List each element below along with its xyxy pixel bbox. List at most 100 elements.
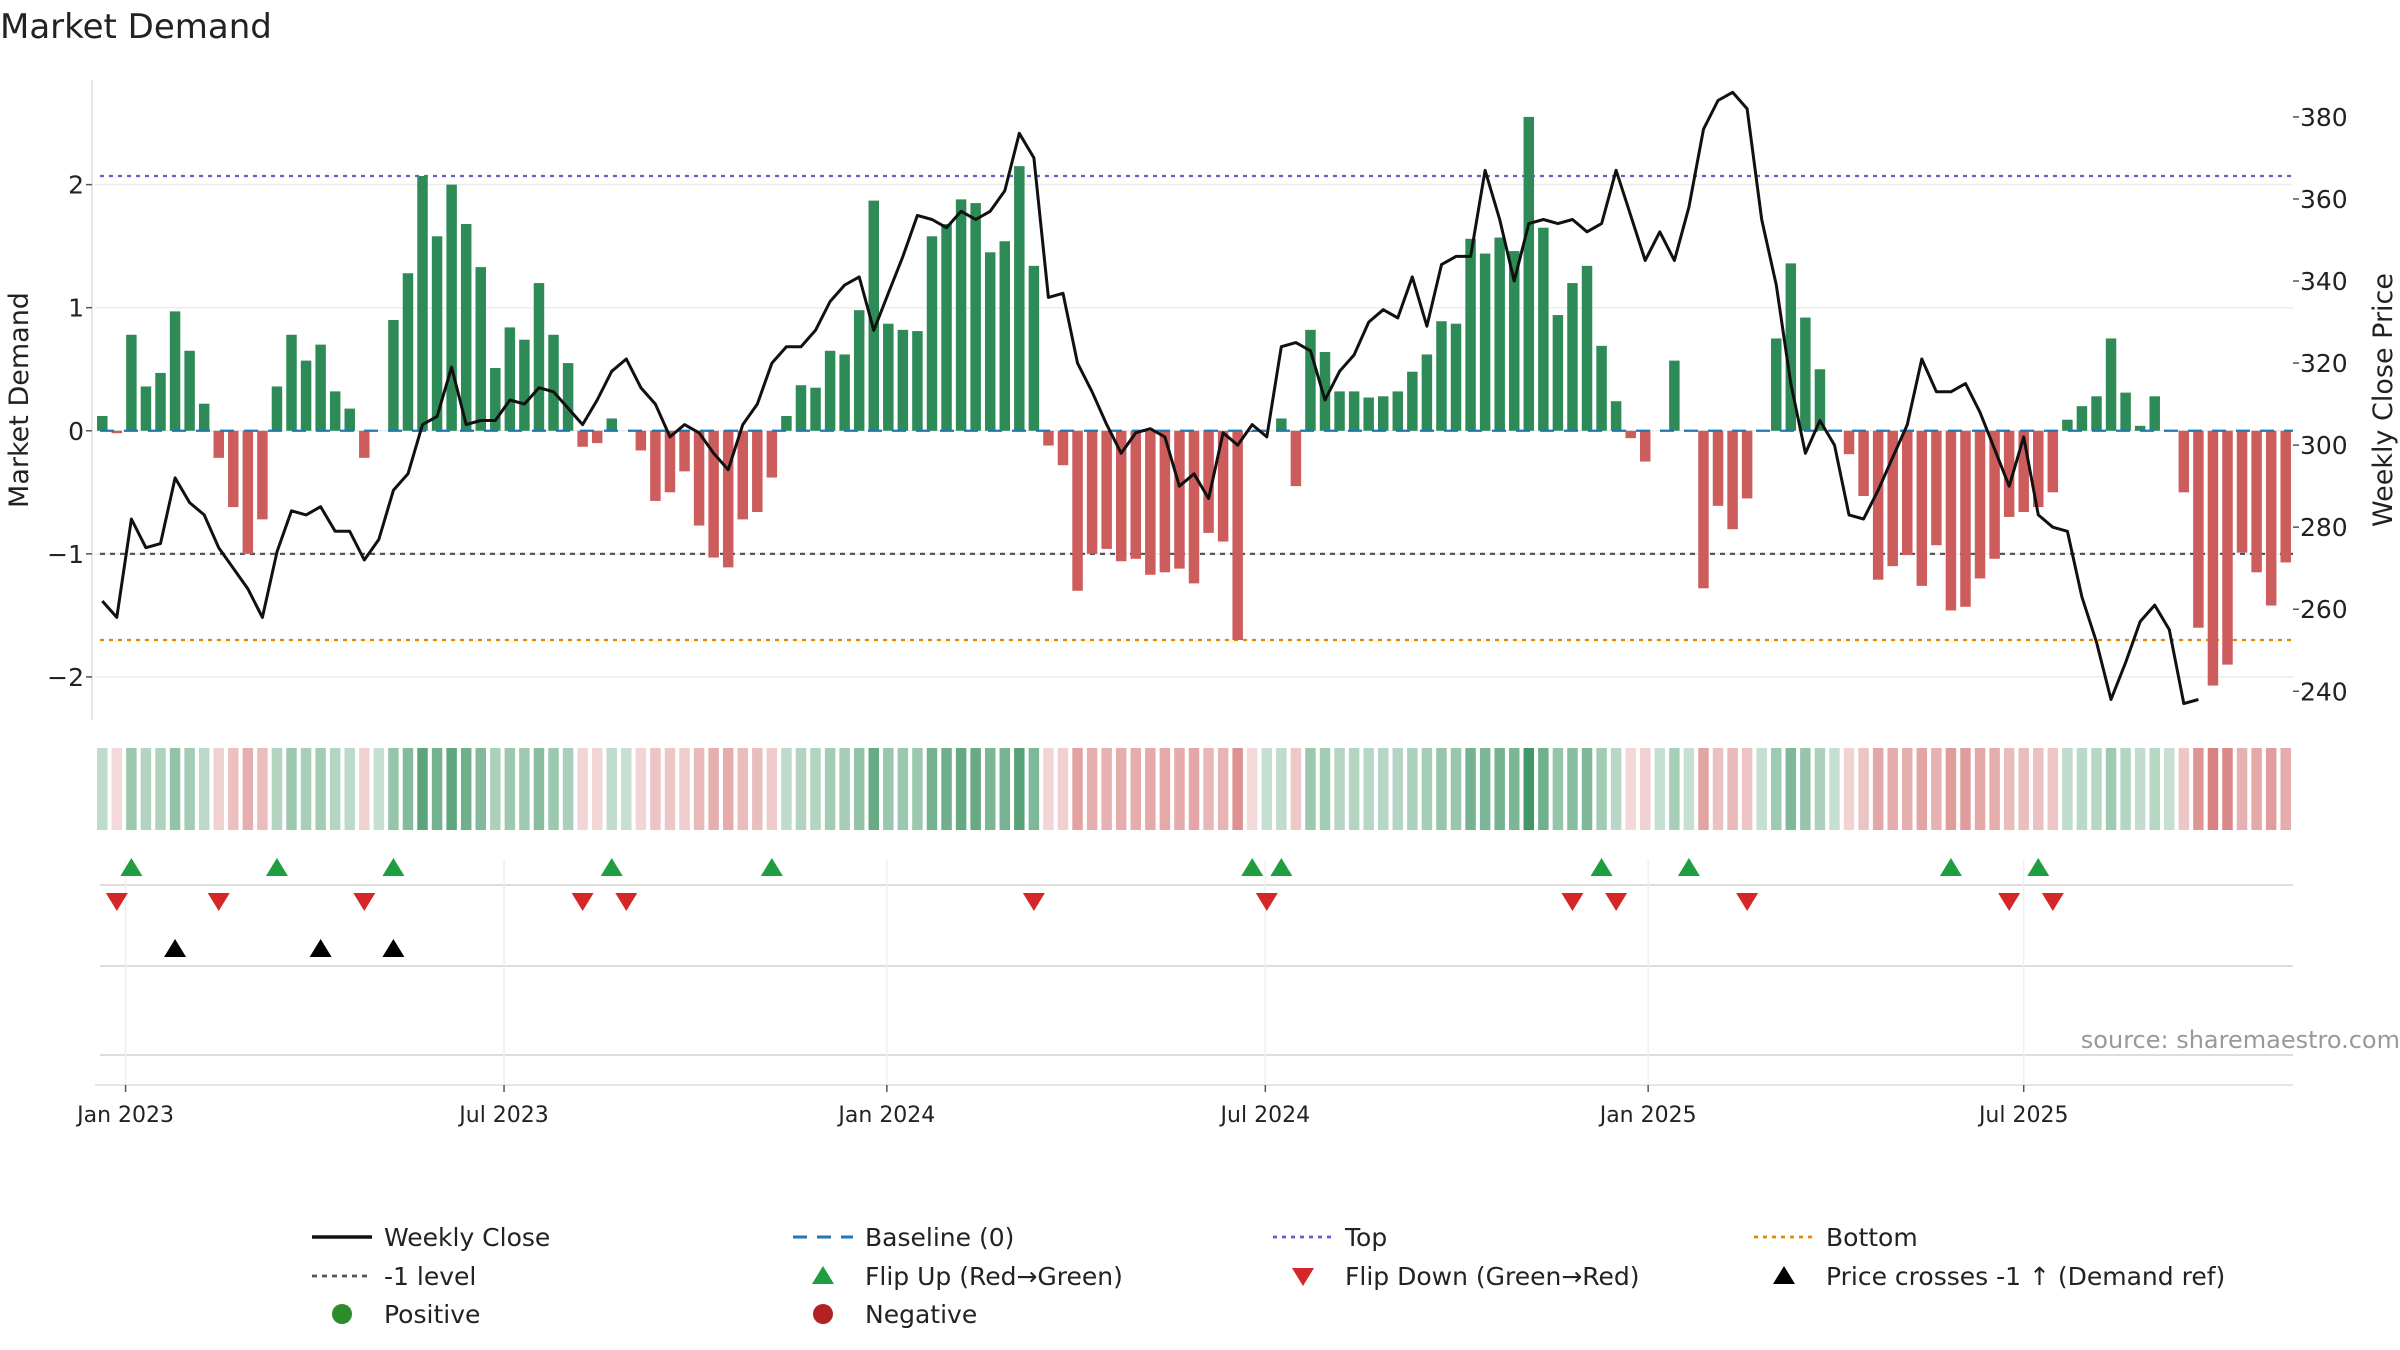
heat-cell [1363,748,1374,830]
heat-cell [1727,748,1738,830]
demand-bar [2062,419,2073,431]
heat-cell [562,748,574,830]
demand-bar [388,320,399,431]
demand-bar [1363,397,1374,431]
flip-up-marker [2027,858,2050,876]
demand-bar [1057,430,1069,466]
heat-cell [839,748,850,830]
demand-bar [1567,283,1578,431]
demand-bar [344,408,355,431]
y2-tick-label: 300 [2300,431,2348,460]
demand-bar [2222,430,2233,665]
legend-label: Price crosses -1 ↑ (Demand ref) [1826,1262,2225,1291]
flip-down-marker [1736,893,1759,911]
heat-cell [460,748,472,830]
heat-cell [548,748,559,830]
demand-bar [1698,430,1709,589]
heat-cell [1014,748,1025,830]
heat-cell [2018,748,2029,830]
demand-bar [126,334,137,431]
demand-bar [1872,430,1884,580]
heat-cell [1174,748,1185,830]
heat-cell [169,748,181,830]
heat-cell [621,748,632,830]
legend: Weekly Close Baseline (0) Top Bottom -1 leve… [312,1223,2225,1329]
heat-cell [1319,748,1331,830]
heat-cell [300,748,312,830]
demand-bar [1640,430,1651,462]
flip-up-marker [1939,858,1962,876]
y-tick-label: 2 [68,171,84,200]
heat-cell [824,748,836,830]
demand-bar [359,430,370,458]
heat-cell [1421,748,1433,830]
price-cross-marker [382,939,405,957]
demand-bar [912,331,923,431]
demand-bar [1072,430,1083,591]
heat-cell [2222,748,2233,830]
demand-bar [1421,354,1433,431]
demand-bar [1319,352,1331,431]
heat-cell [1145,748,1156,830]
heat-cell [2047,748,2059,830]
heat-cell [1392,748,1404,830]
demand-bar [824,350,836,431]
flip-down-marker [1998,893,2021,911]
heat-cell [97,748,108,830]
demand-bar [1712,430,1724,506]
heat-cell [941,748,952,830]
heat-cell [2062,748,2073,830]
demand-bar [155,372,166,431]
x-tick-label: Jan 2024 [836,1103,935,1128]
heat-cell [1188,748,1200,830]
demand-bar [941,224,952,431]
heat-cell [999,748,1011,830]
demand-bar [446,184,457,431]
demand-bar [271,386,283,431]
heat-cell [1450,748,1462,830]
demand-bar [228,430,239,508]
heat-cell [970,748,981,830]
heat-cell [591,748,603,830]
heat-cell [1086,748,1098,830]
heat-cell [242,748,254,830]
heat-cell [2164,748,2175,830]
heat-cell [140,748,152,830]
flip-up-marker [760,858,783,876]
heat-cell [1625,748,1636,830]
heat-cell [1858,748,1869,830]
heat-cell [2120,748,2131,830]
demand-bar [1086,430,1098,554]
y2-tick-label: 340 [2300,267,2348,296]
demand-bar [1334,391,1345,431]
flip-down-marker [207,893,230,911]
heat-cell [228,748,239,830]
legend-swatch [1292,1268,1314,1286]
demand-bar [1960,430,1971,607]
demand-bar [2149,396,2160,431]
demand-bar [1174,430,1185,569]
demand-bar [1348,391,1360,431]
heat-cell [431,748,443,830]
heat-cell [184,748,195,830]
heat-cell [475,748,486,830]
demand-bar [752,430,763,512]
heat-cell [257,748,268,830]
demand-bar [504,327,516,431]
demand-bar [184,350,195,431]
heat-cell [650,748,661,830]
heat-cell [853,748,865,830]
heat-cell [810,748,821,830]
x-tick-label: Jul 2023 [457,1103,549,1128]
demand-bar [1014,166,1025,431]
heat-cell [1989,748,2000,830]
demand-bar [897,329,909,431]
flip-down-marker [571,893,594,911]
demand-bar [1596,345,1607,431]
heat-cell [1843,748,1855,830]
heat-cell [1610,748,1622,830]
heat-cell [533,748,545,830]
heat-cell [2265,748,2277,830]
heat-cell [417,748,428,830]
demand-bar [766,430,778,478]
